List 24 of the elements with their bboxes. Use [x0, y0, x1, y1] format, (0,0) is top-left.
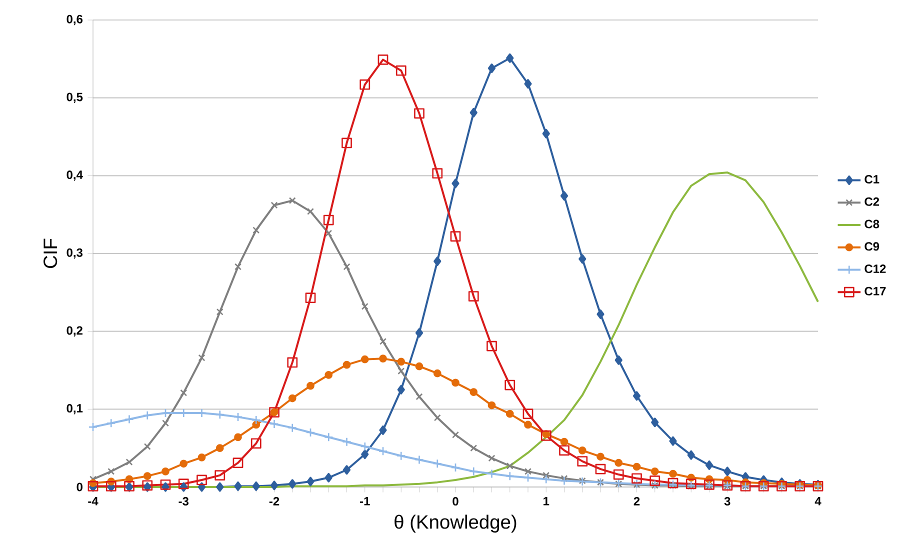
x-tick-label: 0	[452, 497, 458, 506]
x-tick-label: -4	[88, 497, 98, 506]
y-tick-label: 0,6	[66, 14, 83, 26]
y-tick-label: 0,2	[66, 326, 82, 336]
y-axis-title: CIF	[44, 238, 58, 268]
y-tick-label: 0,3	[66, 248, 83, 259]
legend-label: C17	[864, 286, 886, 296]
y-tick-label: 0,1	[66, 404, 83, 414]
x-tick-label: 2	[634, 497, 640, 506]
y-tick-label: 0	[76, 482, 82, 492]
x-tick-label: 4	[814, 497, 822, 506]
legend-label: C12	[864, 264, 886, 274]
x-tick-label: -3	[178, 497, 189, 506]
legend-label: C1	[864, 175, 880, 184]
legend-label: C2	[864, 197, 880, 206]
legend-label: C8	[864, 220, 880, 228]
x-tick-label: 3	[724, 497, 730, 506]
legend-label: C9	[864, 242, 880, 251]
x-axis-title: θ (Knowledge)	[394, 514, 516, 533]
x-tick-label: -1	[360, 497, 370, 506]
x-tick-label: -2	[269, 497, 280, 506]
y-tick-label: 0,5	[66, 92, 83, 103]
x-tick-label: 1	[544, 497, 550, 506]
y-tick-label: 0,4	[66, 170, 83, 181]
